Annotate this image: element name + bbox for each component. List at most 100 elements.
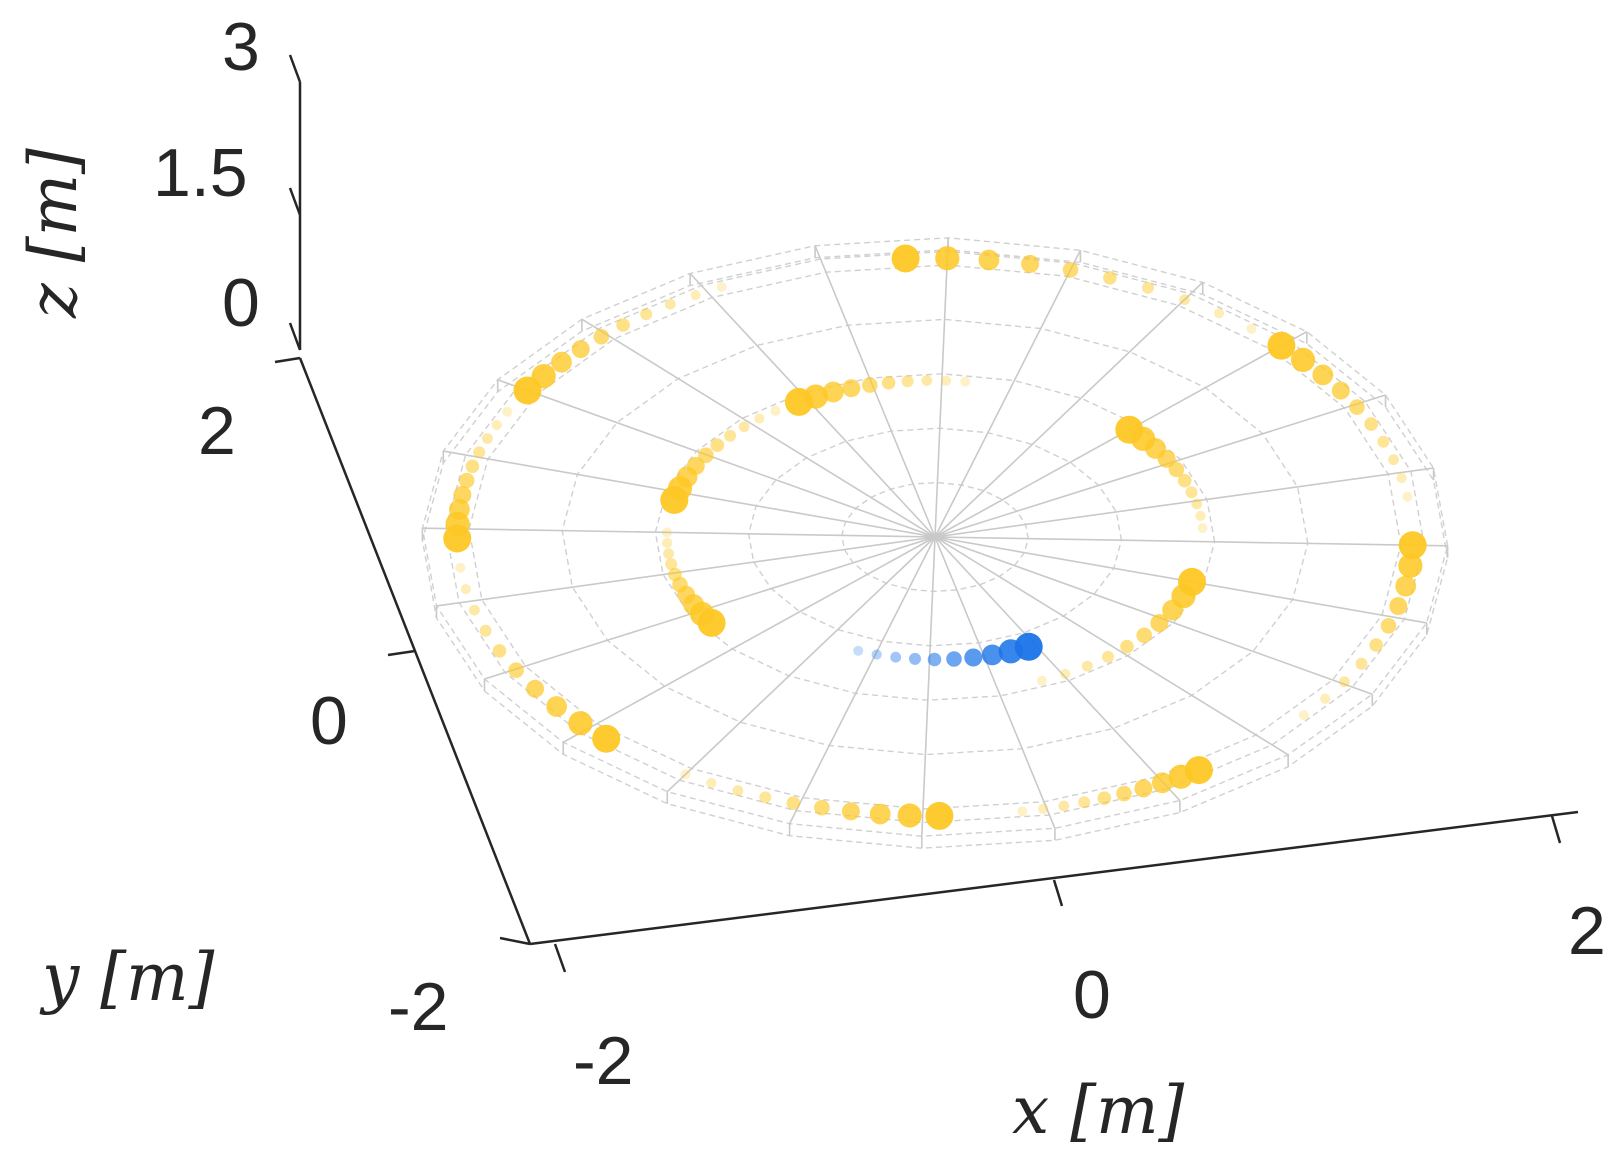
agents-point: [1377, 435, 1390, 448]
ego-point: [927, 652, 942, 667]
agents-point: [473, 446, 486, 459]
agents-point: [1312, 364, 1334, 386]
agents-point: [662, 527, 672, 538]
agents-point: [1355, 657, 1368, 670]
agents-point: [978, 249, 1000, 271]
agents-point: [453, 485, 472, 504]
agents-point: [460, 584, 471, 595]
scatter-points: [443, 244, 1427, 830]
grid-spoke: [921, 536, 936, 837]
agents-point: [1388, 454, 1399, 466]
grid-spoke: [497, 379, 936, 538]
agents-point: [1116, 785, 1132, 802]
ego-point: [946, 651, 962, 667]
agents-point: [1213, 308, 1225, 319]
z-tick-3: [288, 54, 302, 83]
agents-point: [1168, 764, 1193, 789]
agents-point: [786, 796, 801, 810]
agents-point: [1197, 523, 1208, 533]
grid-spoke: [934, 536, 1448, 547]
agents-point: [941, 375, 952, 386]
agents-point: [732, 785, 744, 797]
ego-point: [871, 649, 882, 660]
agents-point: [1150, 614, 1169, 632]
agents-point: [479, 624, 492, 637]
ego-point: [998, 639, 1023, 664]
agents-point: [716, 282, 727, 292]
agents-point: [738, 421, 750, 433]
agents-point: [1157, 449, 1176, 468]
agents-point: [680, 769, 691, 780]
ego-point: [964, 648, 983, 667]
agents-point: [1398, 553, 1423, 578]
agents-point: [1179, 294, 1190, 306]
agents-point: [1103, 271, 1117, 285]
agents-point: [686, 456, 705, 475]
agents-point: [531, 364, 556, 389]
agents-point: [663, 548, 674, 559]
agents-point: [1298, 710, 1309, 721]
y-tick-2: [274, 356, 301, 364]
agents-point: [842, 379, 861, 398]
agents-point: [616, 318, 630, 332]
agents-point: [1369, 638, 1383, 652]
agents-point: [1097, 791, 1112, 805]
agents-point: [1134, 779, 1153, 798]
y-tick-label-0: 0: [310, 683, 348, 759]
y-tick-0: [387, 649, 416, 657]
agents-point: [1162, 599, 1183, 621]
agents-point: [1290, 347, 1316, 372]
x-tick-0: [1052, 879, 1064, 907]
agents-point: [1320, 693, 1331, 704]
agents-point: [770, 405, 781, 416]
agents-point: [1191, 498, 1203, 510]
agents-point: [662, 537, 673, 549]
x-tick-label-0: 0: [1073, 957, 1111, 1033]
agents-point: [1062, 262, 1079, 278]
agents-point: [551, 351, 572, 373]
agents-point: [881, 376, 896, 390]
agents-point: [1177, 473, 1192, 488]
grid-spoke: [666, 536, 936, 793]
grid-spoke: [581, 318, 936, 538]
agents-point: [1398, 531, 1427, 560]
agents-point: [706, 777, 717, 789]
agents-point: [901, 375, 914, 388]
y-tick-label-m2: -2: [388, 969, 448, 1045]
y-tick-label-2: 2: [198, 393, 236, 469]
agents-point: [1060, 668, 1071, 680]
y-axis-label: y [m]: [39, 939, 215, 1016]
agents-point: [1120, 639, 1134, 654]
agents-point: [1078, 796, 1091, 809]
agents-point: [1021, 254, 1040, 273]
agents-point: [1195, 510, 1206, 521]
agents-point: [502, 406, 513, 417]
agents-point: [1038, 803, 1049, 815]
agents-point: [492, 644, 507, 658]
ego-point: [981, 644, 1003, 666]
axes: [274, 54, 1579, 973]
agents-point: [921, 375, 933, 386]
agents-point: [1380, 618, 1397, 634]
agents-point: [1152, 772, 1173, 794]
agents-point: [698, 447, 714, 464]
agents-point: [1037, 675, 1047, 686]
agents-point: [1402, 491, 1413, 502]
agents-point: [1389, 597, 1408, 616]
grid-spoke: [934, 536, 1056, 829]
x-axis-line: [529, 810, 1579, 946]
agents-point: [822, 381, 844, 403]
grid-spoke: [562, 536, 936, 744]
agents-point: [458, 472, 475, 489]
agents-point: [724, 429, 737, 442]
agents-point: [925, 801, 954, 830]
agents-point: [1339, 676, 1350, 688]
agents-point: [803, 384, 828, 409]
ego-point: [890, 651, 902, 663]
agents-point: [1102, 650, 1114, 663]
x-tick-m2: [553, 943, 567, 973]
agents-point: [1331, 381, 1350, 400]
grid-spoke: [788, 536, 936, 825]
agents-point: [491, 419, 502, 431]
